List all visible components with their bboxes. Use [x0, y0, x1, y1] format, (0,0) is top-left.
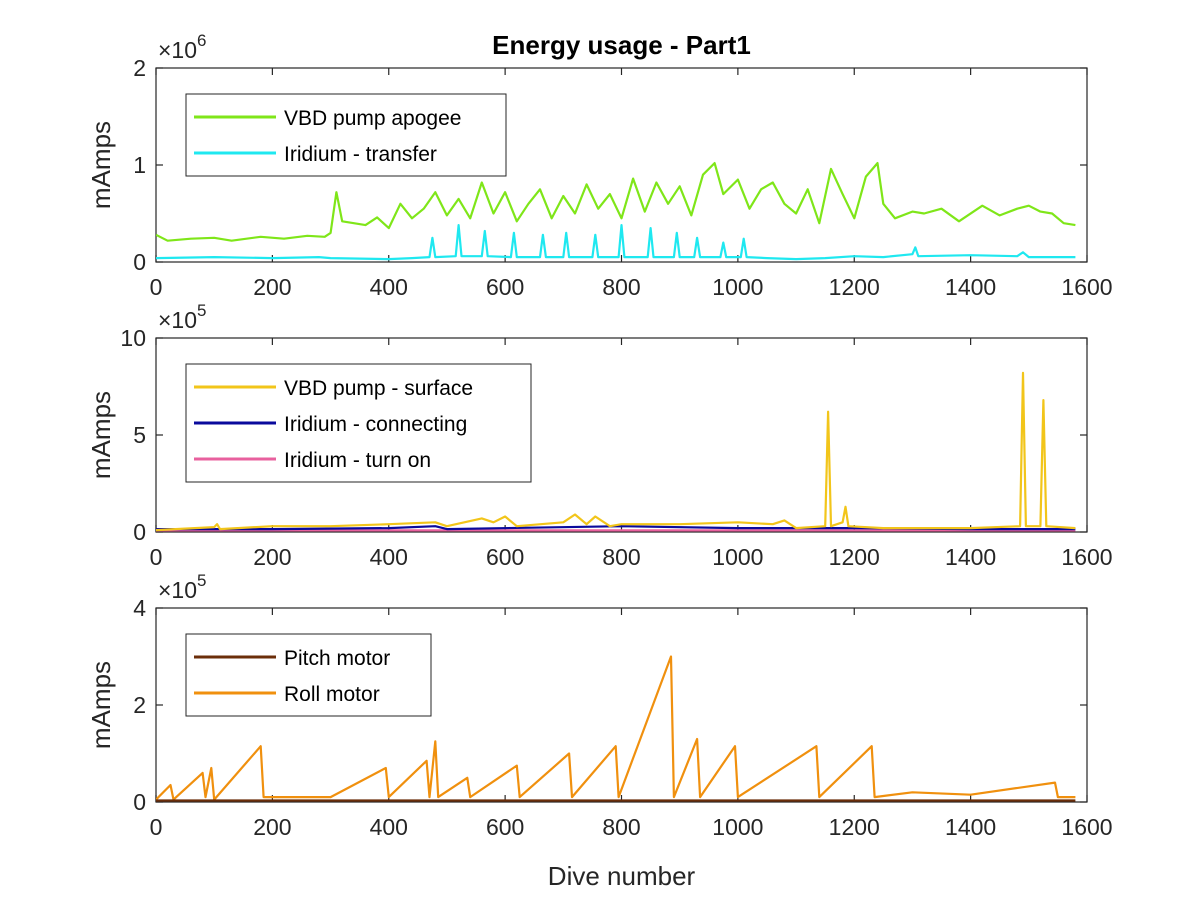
legend: Pitch motor Roll motor: [185, 633, 432, 717]
subplot-2: 0 200 400 600 800 1000 1200 1400 16000510×105mAm…: [86, 301, 1113, 570]
series-line-vbd-pump-surface: [156, 371, 1076, 532]
y-tick-label: 0: [133, 249, 146, 275]
x-tick-label: 800: [602, 544, 640, 570]
exponent-base: ×10: [158, 577, 197, 603]
x-tick-label: 200: [253, 544, 291, 570]
series-line-roll-motor: [156, 655, 1076, 801]
legend-entry: VBD pump - surface: [284, 377, 473, 400]
y-axis-label: mAmps: [86, 391, 116, 479]
x-tick-label: 0: [150, 814, 163, 840]
x-tick-label: 1000: [712, 814, 763, 840]
x-tick-label: 400: [370, 274, 408, 300]
series-group: [156, 371, 1076, 532]
x-tick-label: 600: [486, 544, 524, 570]
x-tick-label: 1200: [829, 814, 880, 840]
legend-entry: Roll motor: [284, 683, 380, 706]
y-tick-label: 2: [133, 692, 146, 718]
legend: VBD pump apogee Iridium - transfer: [185, 93, 507, 177]
x-tick-label: 800: [602, 274, 640, 300]
x-tick-label: 600: [486, 274, 524, 300]
x-tick-label: 1400: [945, 544, 996, 570]
series-group: [156, 162, 1076, 261]
subplot-3: 0 200 400 600 800 1000 1200 1400 1600 0 2 4 ×105 mAmp…: [86, 571, 1113, 891]
series-line-iridium-transfer: [156, 224, 1076, 261]
y-axis-label: mAmps: [86, 661, 116, 749]
legend-entry: VBD pump apogee: [284, 107, 461, 130]
x-tick-label: 600: [486, 814, 524, 840]
exponent-power: 5: [197, 571, 206, 590]
y-tick-label: 10: [120, 325, 146, 351]
x-tick-label: 800: [602, 814, 640, 840]
legend-entry: Iridium - turn on: [284, 449, 431, 472]
legend-entry: Iridium - transfer: [284, 143, 437, 166]
x-tick-label: 400: [370, 544, 408, 570]
y-exponent-label: ×106: [158, 31, 206, 63]
y-axis-label: mAmps: [86, 121, 116, 209]
x-tick-label: 0: [150, 544, 163, 570]
exponent-base: ×10: [158, 307, 197, 333]
y-tick-label: 5: [133, 422, 146, 448]
x-tick-label: 400: [370, 814, 408, 840]
chart-title: Energy usage - Part1: [492, 30, 751, 60]
y-tick-label: 2: [133, 55, 146, 81]
exponent-power: 6: [197, 31, 206, 50]
legend-box: [185, 93, 507, 177]
x-tick-label: 1200: [829, 274, 880, 300]
legend: VBD pump - surface Iridium - connecting Ir…: [185, 363, 532, 483]
series-line-vbd-pump-apogee: [156, 162, 1076, 242]
legend-entry: Pitch motor: [284, 647, 390, 670]
x-tick-label: 0: [150, 274, 163, 300]
y-tick-label: 1: [133, 152, 146, 178]
y-exponent-label: ×105: [158, 301, 206, 333]
x-tick-label: 1600: [1061, 544, 1112, 570]
x-tick-label: 1400: [945, 274, 996, 300]
subplot-1: 0 200 400 600 800 1000 1200 1400 1600 0 1 2 ×106 mAmp…: [86, 30, 1113, 300]
x-tick-label: 1200: [829, 544, 880, 570]
y-tick-label: 4: [133, 595, 146, 621]
y-exponent-label: ×105: [158, 571, 206, 603]
x-axis-label: Dive number: [548, 861, 696, 891]
x-tick-label: 1600: [1061, 814, 1112, 840]
series-group: [156, 655, 1076, 802]
x-tick-label: 200: [253, 274, 291, 300]
y-tick-label: 0: [133, 789, 146, 815]
legend-entry: Iridium - connecting: [284, 413, 467, 436]
x-tick-label: 1600: [1061, 274, 1112, 300]
x-tick-label: 1400: [945, 814, 996, 840]
x-tick-label: 1000: [712, 544, 763, 570]
x-tick-label: 1000: [712, 274, 763, 300]
legend-box: [185, 633, 432, 717]
y-tick-label: 0: [133, 519, 146, 545]
exponent-base: ×10: [158, 37, 197, 63]
x-tick-label: 200: [253, 814, 291, 840]
exponent-power: 5: [197, 301, 206, 320]
